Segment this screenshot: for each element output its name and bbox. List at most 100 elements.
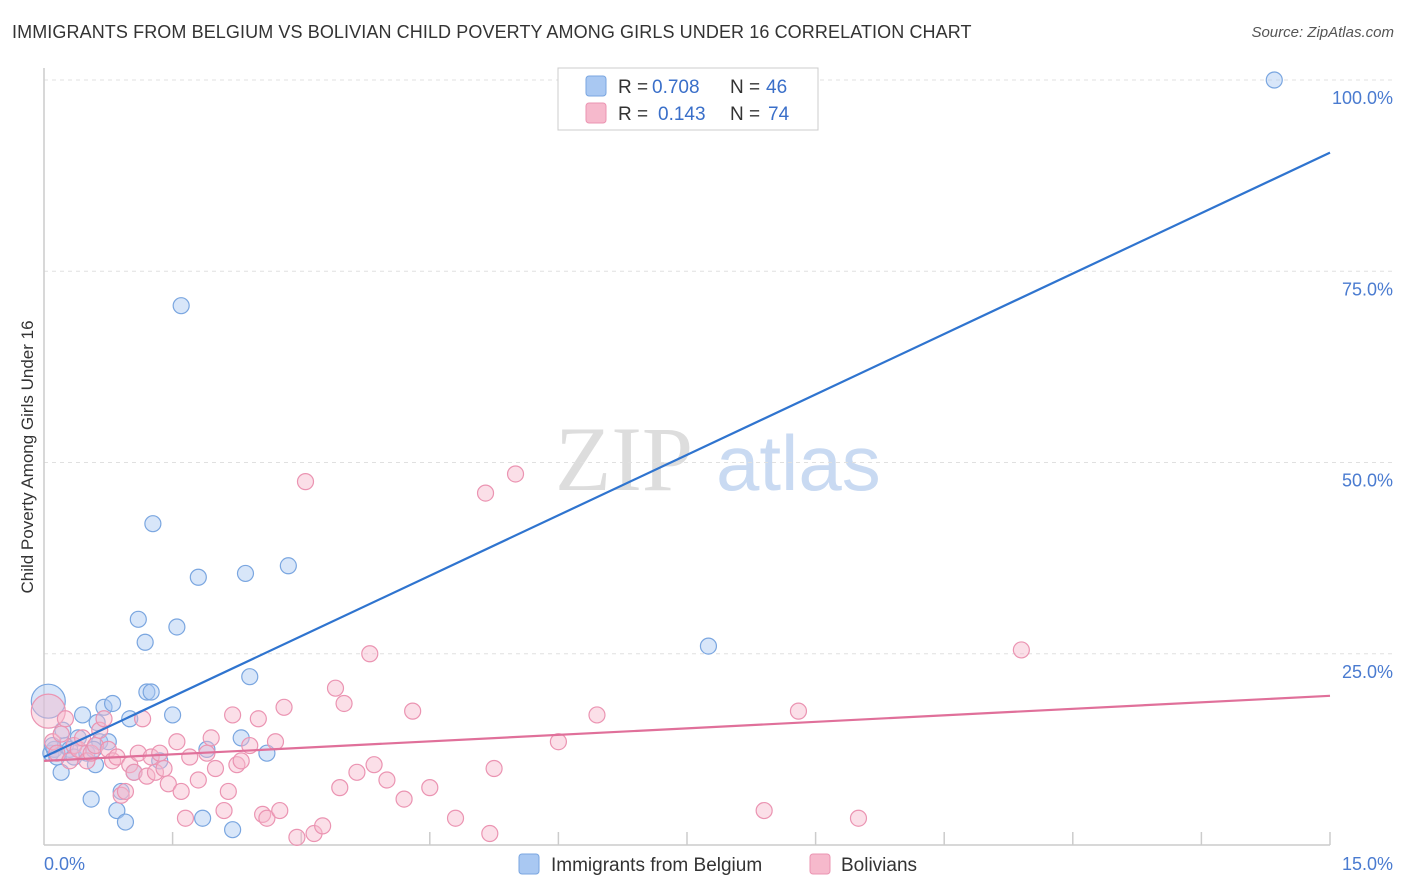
bolivia-point <box>378 771 396 789</box>
belgium-point <box>73 706 92 724</box>
bolivia-point <box>395 790 413 808</box>
bolivia-point <box>215 801 233 820</box>
legend-bolivia-n-label: N = <box>730 104 760 125</box>
belgium-point <box>52 763 70 781</box>
legend-bolivia-r-label: R = <box>618 104 648 125</box>
bolivia-point <box>151 744 169 762</box>
bolivia-point <box>348 763 366 781</box>
bolivia-point <box>331 779 349 797</box>
y-tick-label-50: 50.0% <box>1342 471 1393 491</box>
bolivia-point <box>266 733 285 751</box>
belgium-point <box>142 683 160 701</box>
series-bolivia-points <box>30 465 1030 846</box>
belgium-point <box>129 610 147 628</box>
belgium-point <box>241 668 259 686</box>
bolivia-point <box>421 779 439 797</box>
bolivia-point <box>326 679 345 697</box>
bolivia-point <box>258 809 276 827</box>
belgium-point <box>30 683 66 719</box>
legend-belgium-n-value: 46 <box>766 77 787 98</box>
bolivia-point <box>116 782 135 801</box>
belgium-trend-line <box>43 151 1331 759</box>
bolivia-point <box>138 767 156 785</box>
bolivia-point <box>755 801 773 820</box>
belgium-point <box>194 809 212 827</box>
bolivia-point <box>404 702 422 720</box>
bottom-legend-swatch-belgium <box>518 853 540 875</box>
bolivia-point <box>125 763 143 781</box>
belgium-point <box>138 683 156 701</box>
belgium-point <box>136 633 154 651</box>
belgium-point <box>103 694 122 713</box>
bolivia-point <box>361 645 379 663</box>
belgium-point <box>112 782 130 801</box>
bolivia-point <box>481 824 499 843</box>
bolivia-point <box>56 710 75 728</box>
bolivia-point <box>189 771 207 789</box>
series-belgium-points <box>30 71 1283 839</box>
bolivia-point <box>249 710 267 728</box>
belgium-point <box>168 618 186 636</box>
bolivia-point <box>335 694 353 713</box>
bolivia-point <box>288 828 306 846</box>
belgium-point <box>116 813 135 831</box>
x-tick-label-max: 15.0% <box>1342 854 1393 874</box>
bottom-legend-label-belgium: Immigrants from Belgium <box>551 855 762 876</box>
bolivia-point <box>588 706 606 724</box>
bolivia-point <box>146 763 165 781</box>
belgium-point <box>82 790 100 808</box>
bolivia-point <box>181 748 199 766</box>
bolivia-point <box>168 733 186 751</box>
y-tick-label-25: 25.0% <box>1342 662 1393 682</box>
stats-legend: R = 0.708 N = 46 R = 0.143 N = 74 <box>557 67 819 131</box>
series-legend: Immigrants from Belgium Bolivians <box>518 853 917 876</box>
bolivia-point <box>224 706 242 724</box>
bolivia-point <box>275 698 293 716</box>
legend-bolivia-n-value: 74 <box>768 104 790 125</box>
bottom-legend-swatch-bolivia <box>809 853 831 875</box>
belgium-point <box>279 557 297 575</box>
bolivia-trend-line <box>43 694 1331 762</box>
bolivia-point <box>172 782 190 801</box>
x-tick-label-min: 0.0% <box>44 854 85 874</box>
bolivia-point <box>271 801 289 820</box>
bolivia-point <box>95 710 113 728</box>
bolivia-point <box>849 809 868 827</box>
y-tick-label-100: 100.0% <box>1332 88 1393 108</box>
belgium-point <box>164 706 182 724</box>
belgium-point <box>224 821 242 839</box>
bottom-legend-label-bolivia: Bolivians <box>841 855 917 876</box>
legend-swatch-belgium <box>585 75 607 97</box>
legend-belgium-n-label: N = <box>730 77 760 98</box>
bolivia-point <box>789 702 808 720</box>
bolivia-point <box>52 725 70 743</box>
bolivia-point <box>155 759 173 778</box>
belgium-point <box>236 564 255 583</box>
belgium-point <box>144 515 162 533</box>
trend-lines <box>43 151 1331 762</box>
bolivia-point <box>232 752 250 770</box>
bolivia-point <box>485 759 503 778</box>
bolivia-point <box>176 809 195 827</box>
chart-title: IMMIGRANTS FROM BELGIUM VS BOLIVIAN CHIL… <box>12 22 972 42</box>
bolivia-point <box>296 473 315 491</box>
legend-swatch-bolivia <box>585 102 607 124</box>
bolivia-point <box>206 759 225 778</box>
bolivia-point <box>476 484 495 502</box>
legend-bolivia-r-value: 0.143 <box>658 104 706 125</box>
bolivia-point <box>202 729 220 747</box>
bolivia-point <box>1012 641 1030 659</box>
bolivia-point <box>159 775 177 793</box>
belgium-point <box>172 297 190 315</box>
bolivia-point <box>506 465 525 483</box>
x-ticks <box>171 832 1331 845</box>
bolivia-point <box>446 809 465 827</box>
source-credit: Source: ZipAtlas.com <box>1251 24 1394 41</box>
legend-belgium-r-value: 0.708 <box>652 77 700 98</box>
y-tick-labels: 25.0% 50.0% 75.0% 100.0% <box>1332 88 1393 682</box>
bolivia-point <box>549 733 568 751</box>
bolivia-point <box>314 817 332 835</box>
legend-belgium-r-label: R = <box>618 77 648 98</box>
bolivia-point <box>365 756 383 774</box>
